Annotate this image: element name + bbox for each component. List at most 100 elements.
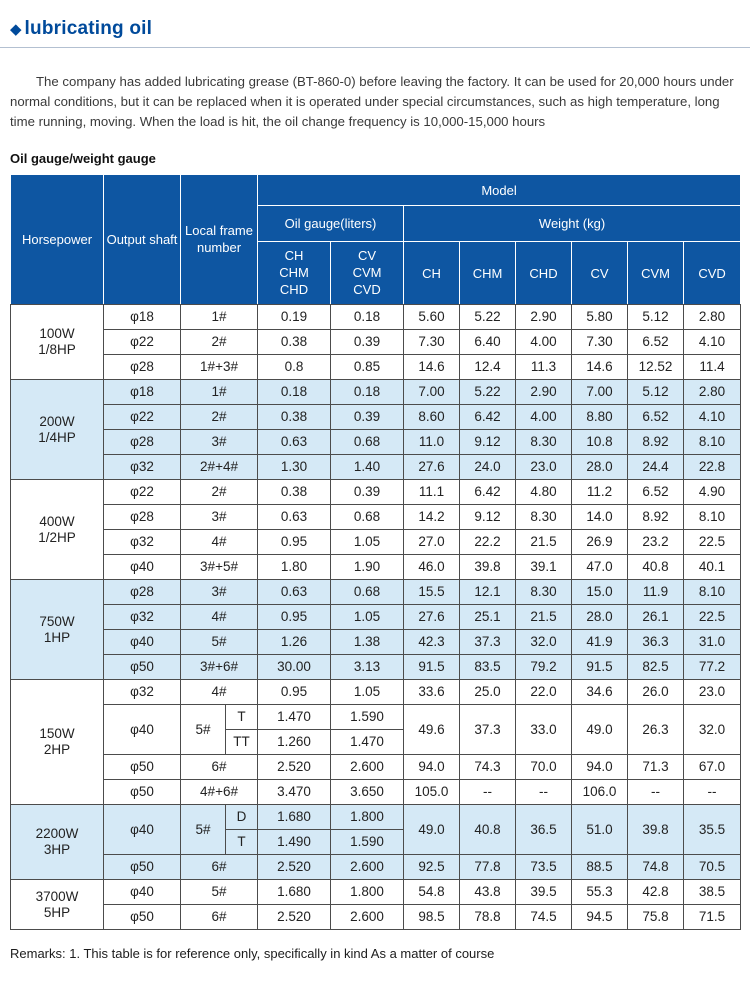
output-shaft-cell: φ32	[103, 604, 181, 631]
weight-cell: 22.8	[683, 454, 742, 481]
horsepower-cell: 2200W 3HP	[10, 804, 104, 881]
weight-cell: 22.5	[683, 529, 742, 556]
oil-gauge-cell: 1.80	[257, 554, 332, 581]
weight-cell: 91.5	[403, 654, 461, 681]
weight-cell: 5.22	[459, 379, 517, 406]
table-row: φ22 2# 0.38 0.39 7.30 6.40 4.00 7.30 6.52 4.10	[11, 329, 742, 356]
table-row: 750W 1HP φ28 3# 0.63 0.68 15.5 12.1 8.30 15.0 11.…	[10, 579, 742, 681]
header-row-1: Horsepower Output shaft Local frame numb…	[10, 174, 742, 306]
weight-cell: 42.3	[403, 629, 461, 656]
output-shaft-cell: φ32	[103, 529, 181, 556]
weight-cell: 27.6	[403, 454, 461, 481]
oil-gauge-cell: 1.30	[257, 454, 332, 481]
header-horsepower: Horsepower	[10, 174, 104, 306]
oil-gauge-cell: 1.490	[257, 829, 332, 856]
output-shaft-cell: φ40	[103, 804, 181, 856]
frame-number-cell: 3#	[179, 429, 259, 456]
horsepower-cell: 200W 1/4HP	[10, 379, 104, 481]
weight-cell: 40.8	[459, 804, 517, 856]
oil-gauge-cell: 0.39	[330, 404, 405, 431]
weight-cell: 14.6	[571, 354, 629, 381]
weight-cell: 11.3	[515, 354, 573, 381]
frame-number-cell: 3#	[179, 579, 259, 606]
oil-gauge-cell: 0.18	[257, 379, 332, 406]
weight-cell: 14.2	[403, 504, 461, 531]
output-shaft-cell: φ32	[103, 454, 181, 481]
spec-table: Horsepower Output shaft Local frame numb…	[10, 174, 742, 931]
weight-cell: 74.5	[515, 904, 573, 931]
header-weight-ch: CH	[403, 241, 461, 306]
oil-gauge-cell: 1.26	[257, 629, 332, 656]
weight-cell: 22.2	[459, 529, 517, 556]
weight-cell: 9.12	[459, 429, 517, 456]
table-row: φ22 2# 0.38 0.39 8.60 6.42 4.00 8.80 6.52 4.10	[11, 404, 742, 431]
weight-cell: 5.60	[403, 304, 461, 331]
horsepower-cell: 400W 1/2HP	[10, 479, 104, 581]
frame-number-cell: 6#	[179, 904, 259, 931]
frame-number-cell: 3#+6#	[179, 654, 259, 681]
weight-cell: 25.1	[459, 604, 517, 631]
oil-gauge-cell: 1.470	[257, 704, 332, 731]
weight-cell: 5.12	[627, 304, 685, 331]
weight-cell: 4.10	[683, 404, 742, 431]
output-shaft-cell: φ22	[103, 329, 181, 356]
table-row: φ50 4#+6# 3.470 3.650 105.0 -- -- 106.0 -- --	[11, 779, 742, 806]
oil-gauge-cell: 1.590	[330, 704, 405, 731]
table-row: 400W 1/2HP φ22 2# 0.38 0.39 11.1 6.42 4.80 11.2 6…	[10, 479, 742, 581]
weight-cell: 49.0	[571, 704, 629, 756]
weight-cell: 14.6	[403, 354, 461, 381]
weight-cell: 43.8	[459, 879, 517, 906]
output-shaft-cell: φ22	[103, 404, 181, 431]
frame-number-cell: 5#	[179, 629, 259, 656]
frame-number-cell: 5#	[180, 804, 226, 856]
weight-cell: 23.2	[627, 529, 685, 556]
oil-gauge-cell: 1.05	[330, 529, 405, 556]
weight-cell: 26.9	[571, 529, 629, 556]
header-oil-gauge: Oil gauge(liters)	[257, 205, 405, 243]
oil-gauge-cell: 0.39	[330, 479, 405, 506]
oil-gauge-cell: 0.18	[330, 379, 405, 406]
oil-gauge-cell: 1.680	[257, 804, 332, 831]
oil-gauge-cell: 0.38	[257, 329, 332, 356]
weight-cell: 33.0	[515, 704, 573, 756]
weight-cell: 51.0	[571, 804, 629, 856]
weight-cell: 23.0	[683, 679, 742, 706]
weight-cell: 24.4	[627, 454, 685, 481]
frame-number-cell: 1#	[179, 304, 259, 331]
output-shaft-cell: φ50	[103, 854, 181, 881]
oil-gauge-cell: 0.95	[257, 529, 332, 556]
output-shaft-cell: φ50	[103, 779, 181, 806]
frame-number-cell: 2#	[179, 479, 259, 506]
oil-gauge-cell: 30.00	[257, 654, 332, 681]
remarks: Remarks: 1. This table is for reference …	[10, 946, 495, 962]
oil-gauge-cell: 1.90	[330, 554, 405, 581]
weight-cell: 4.00	[515, 329, 573, 356]
oil-gauge-cell: 0.95	[257, 604, 332, 631]
page-title: ◆ lubricating oil	[10, 18, 740, 40]
weight-cell: 8.30	[515, 504, 573, 531]
output-shaft-cell: φ50	[103, 754, 181, 781]
header-output-shaft: Output shaft	[103, 174, 181, 306]
oil-gauge-cell: 0.38	[257, 404, 332, 431]
weight-cell: 49.6	[403, 704, 461, 756]
weight-cell: --	[515, 779, 573, 806]
weight-cell: 15.0	[571, 579, 629, 606]
weight-cell: 75.8	[627, 904, 685, 931]
weight-cell: 39.5	[515, 879, 573, 906]
weight-cell: 21.5	[515, 529, 573, 556]
weight-cell: 4.00	[515, 404, 573, 431]
oil-gauge-cell: 1.590	[330, 829, 405, 856]
weight-cell: 6.52	[627, 479, 685, 506]
weight-cell: 5.22	[459, 304, 517, 331]
oil-gauge-cell: 1.680	[257, 879, 332, 906]
table-row: φ50 6# 2.520 2.600 98.5 78.8 74.5 94.5 75.8 71.5	[11, 904, 742, 931]
weight-cell: 11.9	[627, 579, 685, 606]
weight-cell: 26.1	[627, 604, 685, 631]
weight-cell: --	[683, 779, 742, 806]
oil-gauge-cell: 3.13	[330, 654, 405, 681]
output-shaft-cell: φ18	[103, 379, 181, 406]
weight-cell: 12.4	[459, 354, 517, 381]
frame-number-cell: 4#	[179, 604, 259, 631]
oil-gauge-cell: 0.85	[330, 354, 405, 381]
